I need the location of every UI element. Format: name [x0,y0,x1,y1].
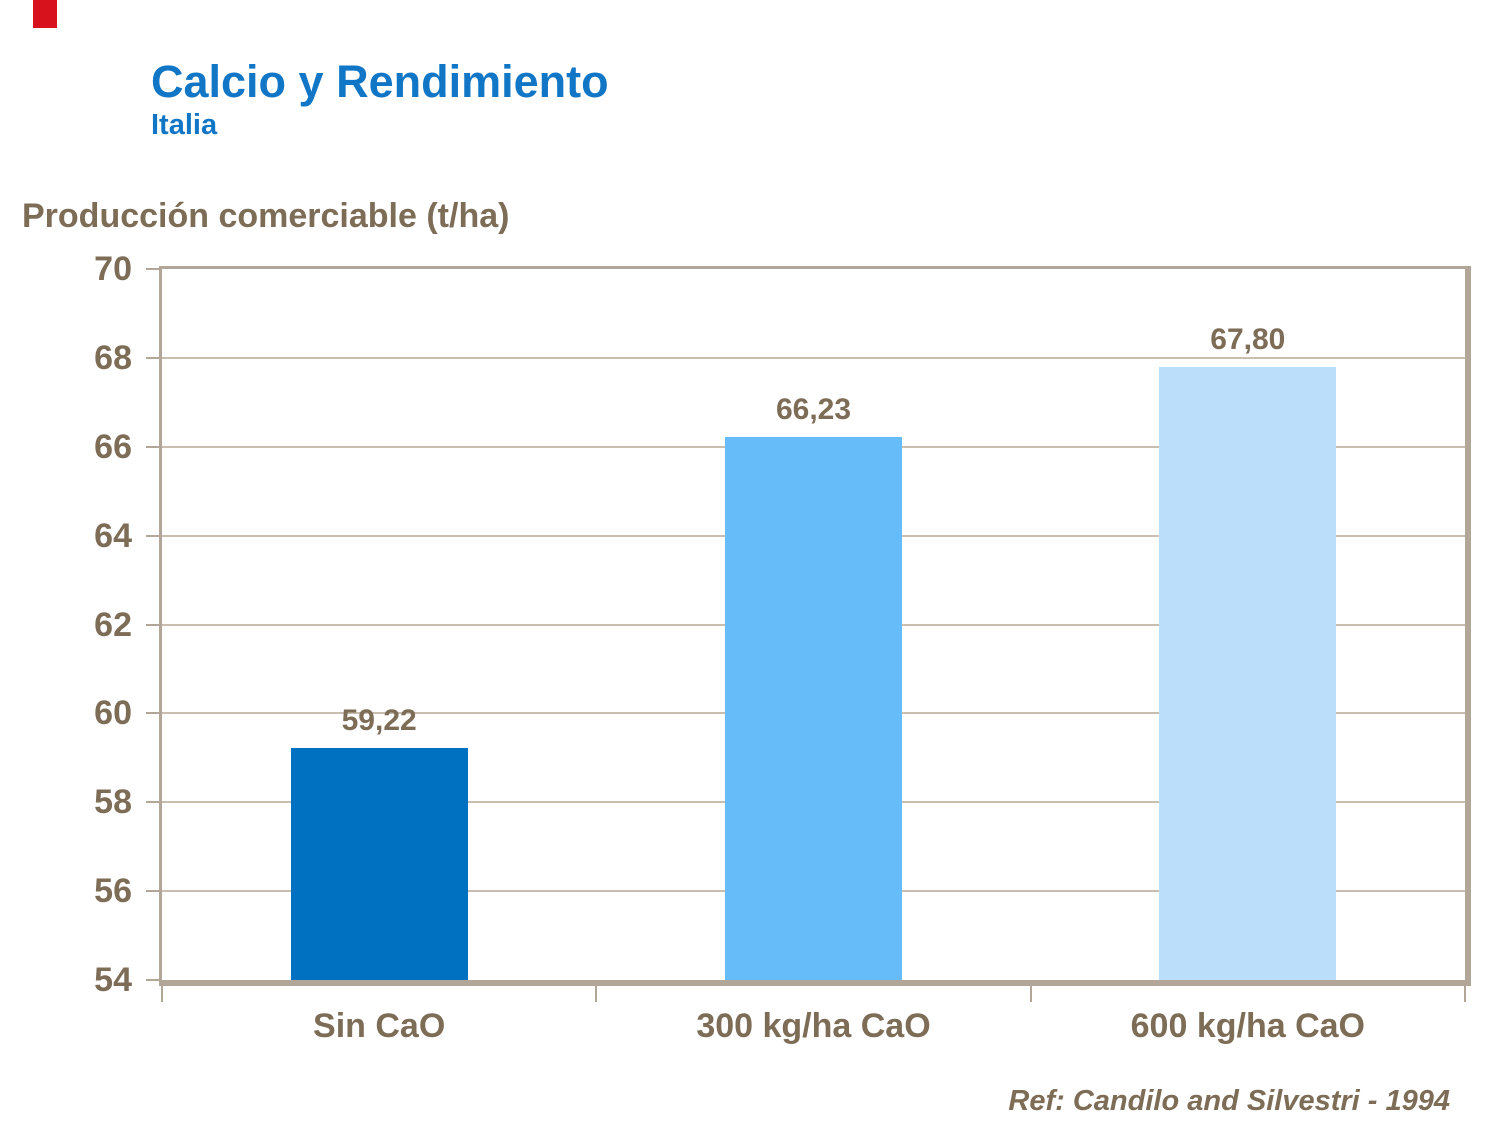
x-axis-tick [1464,986,1466,1002]
y-axis-tick [146,979,159,981]
x-category-label: 300 kg/ha CaO [696,1007,931,1045]
bar [725,436,902,980]
x-category-label: Sin CaO [313,1007,446,1045]
x-category-label: 600 kg/ha CaO [1130,1007,1365,1045]
gridline [162,356,1465,359]
y-axis-tick [146,268,159,270]
y-tick-label: 56 [94,872,132,911]
y-tick-label: 66 [94,427,132,466]
x-axis-tick [595,986,598,1002]
bar [290,748,468,980]
y-axis-tick [146,534,159,537]
y-axis-tick [146,623,159,626]
bar-value-label: 67,80 [1210,322,1286,356]
bar-chart: 59,22 66,23 67,80 54 56 58 60 62 64 66 68 70 Sin Ca… [0,250,1500,1066]
y-tick-label: 54 [94,961,132,999]
page-title: Calcio y Rendimiento [151,56,609,107]
y-axis-tick [146,712,159,715]
plot-area: 59,22 66,23 67,80 [159,266,1471,986]
y-tick-label: 70 [94,250,132,288]
bar-value-label: 66,23 [775,392,852,426]
y-tick-label: 62 [94,605,132,644]
reference-text: Ref: Candilo and Silvestri - 1994 [1008,1085,1450,1117]
bar-value-label: 59,22 [341,704,417,738]
x-axis-tick [161,986,163,1002]
y-tick-label: 58 [94,783,132,822]
y-axis-title: Producción comerciable (t/ha) [22,197,510,235]
y-axis-tick [146,801,159,804]
red-accent-block [33,0,57,28]
x-axis-tick [1029,986,1032,1002]
y-tick-label: 68 [94,338,132,377]
y-axis-tick [146,356,159,359]
y-tick-label: 60 [94,694,132,733]
bar [1159,366,1337,980]
y-tick-label: 64 [94,516,132,555]
page-subtitle: Italia [151,109,218,141]
y-axis-tick [146,445,159,448]
y-axis-tick [146,890,159,893]
